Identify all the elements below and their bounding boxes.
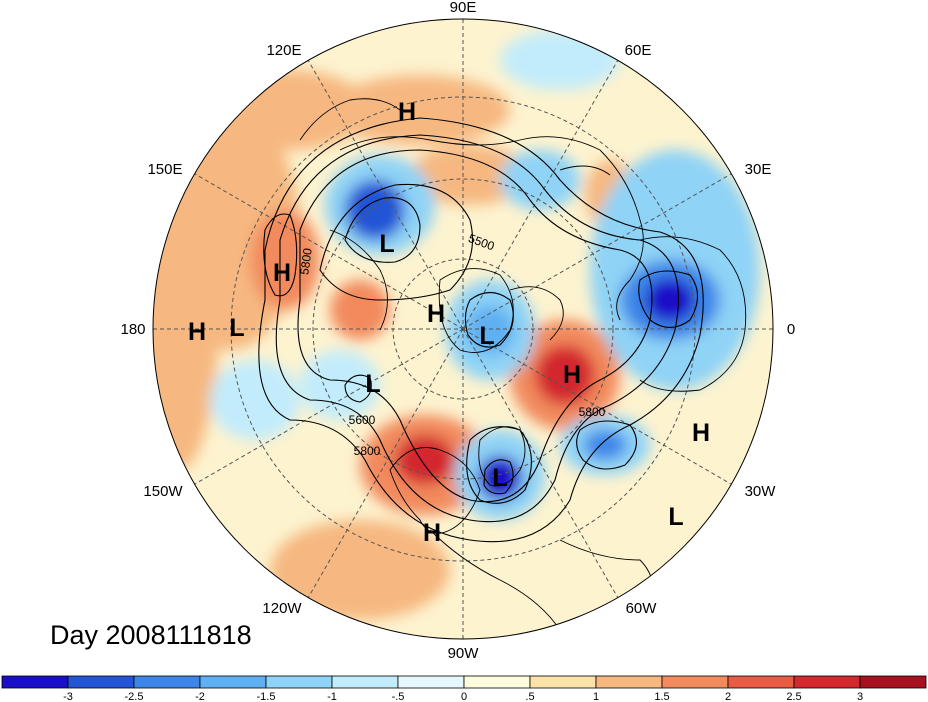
- colorbar-label: 1.5: [654, 691, 669, 702]
- colorbar-box: [1, 675, 69, 689]
- pressure-center-high: H: [563, 361, 581, 389]
- longitude-labels: 90E 60E 30E 0 30W 60W 90W 120W 150W 180 …: [120, 0, 795, 660]
- colorbar-box: [859, 675, 927, 689]
- lon-label-180: 180: [120, 321, 145, 338]
- pressure-center-high: H: [398, 98, 416, 126]
- lon-label-150e: 150E: [147, 161, 182, 178]
- contour-label: 5800: [354, 444, 381, 458]
- lon-label-30w: 30W: [745, 483, 777, 500]
- pressure-center-low: L: [492, 464, 507, 492]
- pressure-center-low: L: [229, 314, 244, 342]
- colorbar-label: 2.5: [786, 691, 801, 702]
- pressure-center-high: H: [188, 318, 206, 346]
- colorbar-boxes: [1, 675, 927, 689]
- colorbar-label: -2.5: [125, 691, 144, 702]
- colorbar-box: [463, 675, 531, 689]
- colorbar-box: [727, 675, 795, 689]
- date-title: Day 2008111818: [50, 620, 252, 650]
- colorbar-label: -1.5: [257, 691, 276, 702]
- colorbar-box: [265, 675, 333, 689]
- colorbar-label: -3: [63, 691, 73, 702]
- polar-map: 5500 5800 5600 5800 5800 H L H H L H L L…: [120, 0, 795, 660]
- colorbar-box: [67, 675, 135, 689]
- contour-label: 5600: [349, 413, 376, 427]
- pressure-center-low: L: [365, 370, 380, 398]
- pressure-center-low: L: [479, 322, 494, 350]
- pressure-center-high: H: [692, 419, 710, 447]
- map-boundary: [152, 18, 774, 640]
- colorbar-box: [595, 675, 663, 689]
- colorbar-box: [331, 675, 399, 689]
- contour-label: 5800: [579, 405, 606, 419]
- colorbar-box: [529, 675, 597, 689]
- colorbar-box: [397, 675, 465, 689]
- pressure-center-low: L: [379, 230, 394, 258]
- contour-label: 5800: [297, 247, 315, 276]
- colorbar-box: [793, 675, 861, 689]
- lon-label-90e: 90E: [450, 0, 477, 16]
- colorbar-label: 0: [461, 691, 467, 702]
- colorbar-box: [133, 675, 201, 689]
- colorbar-labels: -3 -2.5 -2 -1.5 -1 -.5 0 .5 1 1.5 2 2.5 3: [63, 691, 863, 702]
- lon-label-120e: 120E: [266, 42, 301, 59]
- pressure-center-high: H: [427, 300, 445, 328]
- lon-label-0: 0: [787, 321, 795, 338]
- colorbar-box: [199, 675, 267, 689]
- colorbar-label: -2: [195, 691, 205, 702]
- height-contours: [258, 117, 704, 543]
- colorbar-label: -1: [327, 691, 337, 702]
- lon-label-120w: 120W: [262, 600, 302, 617]
- colorbar-label: 2: [725, 691, 731, 702]
- colorbar-label: -.5: [392, 691, 405, 702]
- graticule: [153, 19, 773, 639]
- colorbar-label: .5: [525, 691, 534, 702]
- lon-label-90w: 90W: [448, 645, 480, 660]
- colorbar-label: 1: [593, 691, 599, 702]
- lon-label-150w: 150W: [143, 483, 183, 500]
- pressure-centers: H L H H L H L L H L H H L: [188, 98, 710, 547]
- contour-labels: 5500 5800 5600 5800 5800: [297, 231, 605, 458]
- colorbar-box: [661, 675, 729, 689]
- pressure-center-high: H: [423, 519, 441, 547]
- pressure-center-low: L: [668, 503, 683, 531]
- lon-label-30e: 30E: [745, 161, 772, 178]
- colorbar: -3 -2.5 -2 -1.5 -1 -.5 0 .5 1 1.5 2 2.5 3: [1, 675, 927, 702]
- colorbar-label: 3: [857, 691, 863, 702]
- pressure-center-high: H: [273, 259, 291, 287]
- lon-label-60e: 60E: [625, 42, 652, 59]
- lon-label-60w: 60W: [626, 600, 658, 617]
